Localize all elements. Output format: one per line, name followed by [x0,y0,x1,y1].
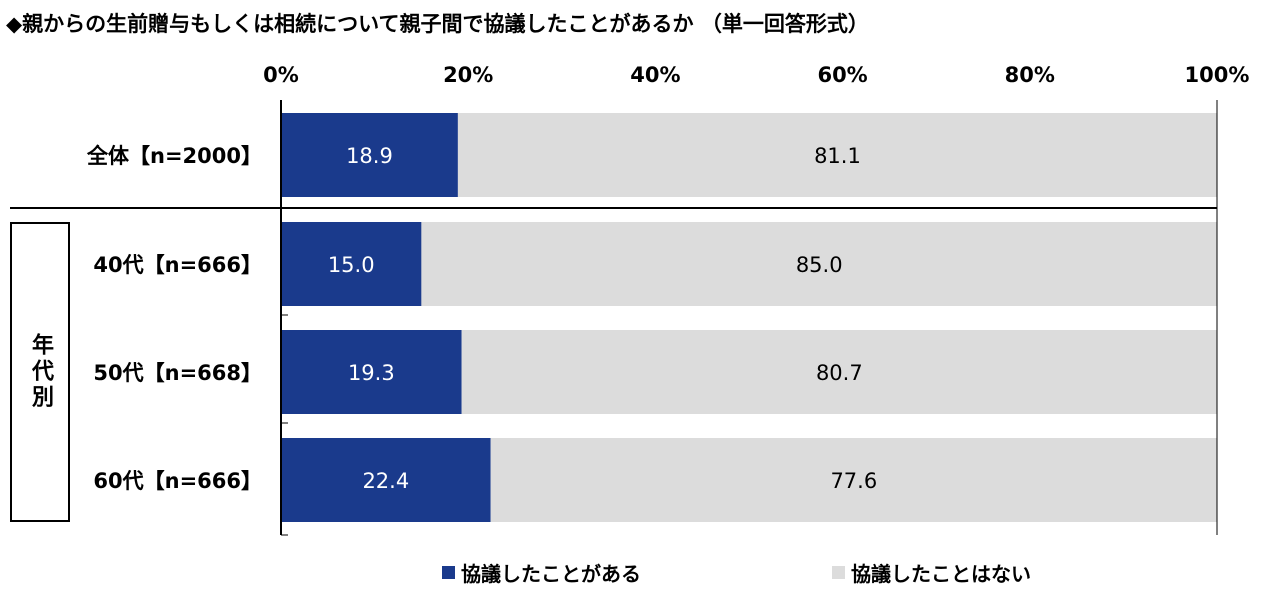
legend-label-series2: 協議したことはない [851,562,1031,586]
category-label: 40代【n=666】 [93,253,262,277]
bar-series2 [457,113,1217,197]
bar-value-label: 19.3 [348,361,395,385]
bar-series1 [281,330,462,414]
x-tick-label: 80% [1005,63,1055,87]
category-label: 50代【n=668】 [93,361,262,385]
bar-series1 [281,113,458,197]
age-group-box: 年代別 [10,222,70,522]
bar-series2 [421,222,1217,306]
bar-value-label: 18.9 [346,144,393,168]
bar-series2 [461,330,1217,414]
bar-value-label: 77.6 [830,469,877,493]
bar-series1 [281,222,422,306]
bar-value-label: 15.0 [328,253,375,277]
age-group-label: 年代別 [28,333,53,411]
legend-item-series2: 協議したことはない [832,558,1031,587]
bar-value-label: 81.1 [814,144,861,168]
bar-value-label: 22.4 [362,469,409,493]
legend-swatch-series2 [832,566,845,579]
bar-series1 [281,438,491,522]
x-tick-label: 60% [817,63,867,87]
x-tick-label: 100% [1185,63,1250,87]
legend-item-series1: 協議したことがある [442,558,641,587]
category-label: 全体【n=2000】 [86,144,262,168]
chart-title: ◆親からの生前贈与もしくは相続について親子間で協議したことがあるか （単一回答形… [6,12,869,36]
category-label: 60代【n=666】 [93,469,262,493]
x-tick-label: 40% [630,63,680,87]
legend-label-series1: 協議したことがある [461,562,641,586]
x-tick-label: 20% [443,63,493,87]
bar-value-label: 80.7 [816,361,863,385]
x-tick-label: 0% [263,63,299,87]
bar-series2 [490,438,1217,522]
bar-value-label: 85.0 [796,253,843,277]
legend-swatch-series1 [442,566,455,579]
